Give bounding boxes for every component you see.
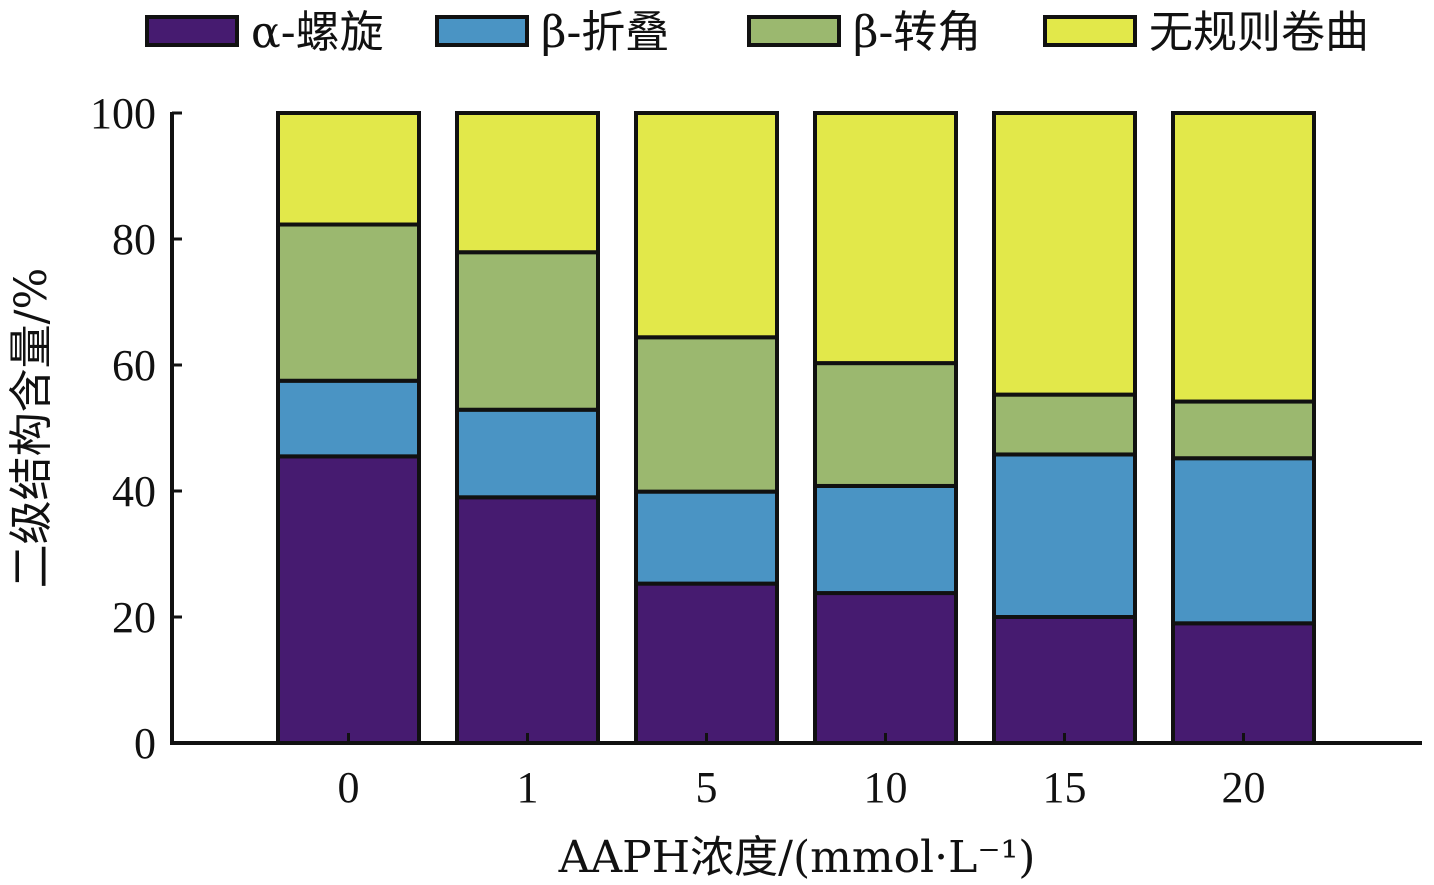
bar-stack-0: [276, 111, 421, 745]
x-tick-label: 1: [517, 763, 539, 812]
bar-segment-1-10: [813, 483, 958, 596]
y-tick-label: 80: [112, 215, 156, 264]
y-tick-label: 20: [112, 593, 156, 642]
bar-segment-2-1: [455, 250, 600, 412]
bar-segment-3-15: [992, 111, 1137, 397]
y-tick-label: 40: [112, 467, 156, 516]
bars-group: [276, 111, 1316, 745]
x-tick-label: 20: [1222, 763, 1266, 812]
x-tick-label: 15: [1043, 763, 1087, 812]
legend-item-1: β-折叠: [435, 7, 669, 58]
legend-item-3: 无规则卷曲: [1043, 7, 1369, 58]
bar-segment-2-10: [813, 361, 958, 488]
bar-segment-0-5: [634, 581, 779, 745]
axes: [170, 112, 1422, 745]
bar-stack-5: [634, 111, 779, 745]
bar-segment-1-15: [992, 452, 1137, 619]
bar-segment-0-1: [455, 495, 600, 745]
legend-swatch: [435, 15, 529, 47]
bar-segment-3-5: [634, 111, 779, 340]
y-tick-label: 100: [90, 89, 156, 138]
bar-stack-1: [455, 111, 600, 745]
bar-stack-15: [992, 111, 1137, 745]
bar-segment-3-1: [455, 111, 600, 255]
legend-label: 无规则卷曲: [1149, 7, 1369, 58]
y-tick-label: 60: [112, 341, 156, 390]
legend-item-2: β-转角: [747, 7, 981, 58]
bar-segment-3-0: [276, 111, 421, 227]
x-tick-label: 0: [338, 763, 360, 812]
bar-segment-1-1: [455, 407, 600, 500]
bar-stack-20: [1171, 111, 1316, 745]
y-tick-label: 0: [134, 719, 156, 768]
legend: α-螺旋 β-折叠 β-转角 无规则卷曲: [145, 7, 1369, 58]
bar-segment-0-20: [1171, 621, 1316, 745]
legend-label: α-螺旋: [251, 7, 384, 58]
bar-segment-1-20: [1171, 456, 1316, 626]
legend-swatch: [747, 15, 841, 47]
bar-segment-1-5: [634, 489, 779, 586]
bar-segment-1-0: [276, 378, 421, 459]
legend-swatch: [145, 15, 239, 47]
bar-segment-3-20: [1171, 111, 1316, 404]
x-axis-title: AAPH浓度/(mmol·L⁻¹): [558, 832, 1036, 883]
legend-label: β-折叠: [541, 7, 669, 58]
legend-swatch: [1043, 15, 1137, 47]
bar-segment-2-5: [634, 335, 779, 494]
bar-segment-2-20: [1171, 399, 1316, 461]
x-tick-label: 5: [696, 763, 718, 812]
y-axis-title: 二级结构含量/%: [6, 268, 57, 589]
bar-segment-2-0: [276, 222, 421, 383]
bar-segment-0-0: [276, 454, 421, 745]
x-tick-label: 10: [864, 763, 908, 812]
legend-label: β-转角: [853, 7, 981, 58]
bar-segment-3-10: [813, 111, 958, 366]
legend-item-0: α-螺旋: [145, 7, 384, 58]
bar-segment-0-10: [813, 591, 958, 745]
bar-segment-0-15: [992, 615, 1137, 745]
bar-segment-2-15: [992, 392, 1137, 457]
bar-stack-10: [813, 111, 958, 745]
